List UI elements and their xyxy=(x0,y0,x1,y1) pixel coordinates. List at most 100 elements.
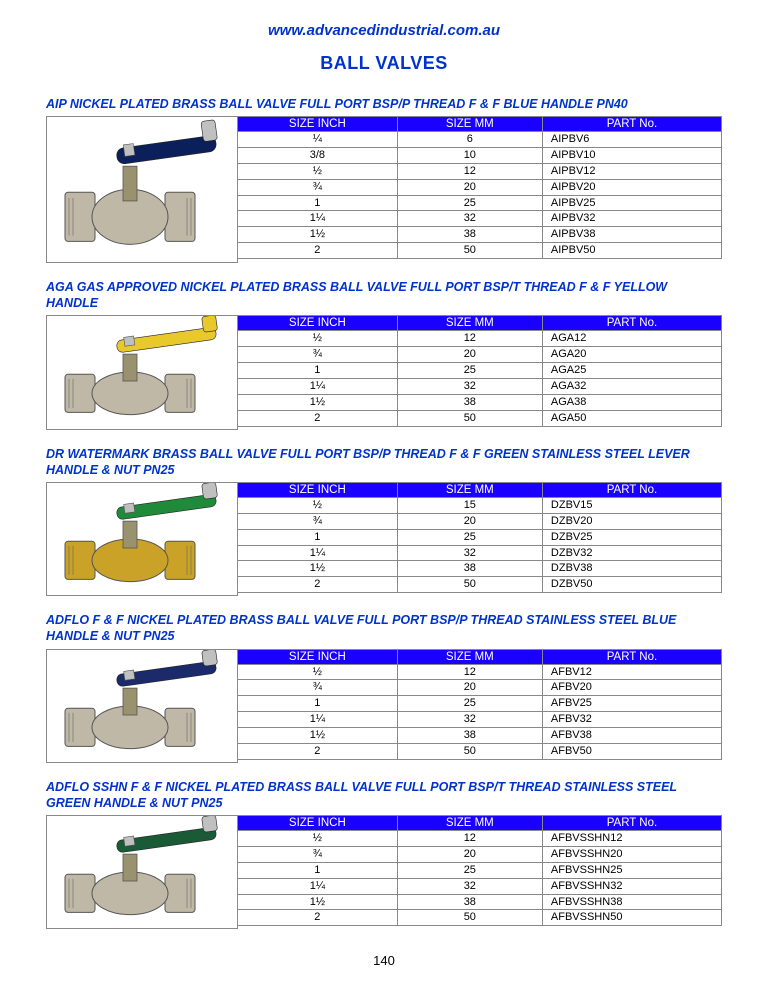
col-header: SIZE MM xyxy=(397,483,542,498)
col-header: SIZE MM xyxy=(397,649,542,664)
product-section: ADFLO SSHN F & F NICKEL PLATED BRASS BAL… xyxy=(46,779,722,930)
cell-part-no: DZBV38 xyxy=(542,561,721,577)
cell-size-mm: 25 xyxy=(397,529,542,545)
col-header: SIZE INCH xyxy=(238,117,398,132)
table-row: 125AIPBV25 xyxy=(238,195,722,211)
col-header: SIZE INCH xyxy=(238,816,398,831)
cell-size-inch: 1½ xyxy=(238,561,398,577)
cell-size-inch: ½ xyxy=(238,498,398,514)
cell-part-no: DZBV50 xyxy=(542,577,721,593)
cell-size-mm: 50 xyxy=(397,910,542,926)
cell-part-no: DZBV15 xyxy=(542,498,721,514)
cell-part-no: DZBV20 xyxy=(542,513,721,529)
product-section: ADFLO F & F NICKEL PLATED BRASS BALL VAL… xyxy=(46,612,722,763)
cell-part-no: AIPBV10 xyxy=(542,148,721,164)
cell-part-no: AFBV32 xyxy=(542,712,721,728)
product-row: SIZE INCHSIZE MMPART No.½12AFBVSSHN12¾20… xyxy=(46,815,722,929)
cell-part-no: DZBV32 xyxy=(542,545,721,561)
cell-size-mm: 25 xyxy=(397,862,542,878)
table-row: 1½38AFBVSSHN38 xyxy=(238,894,722,910)
table-row: ½12AGA12 xyxy=(238,331,722,347)
cell-size-mm: 12 xyxy=(397,664,542,680)
cell-size-inch: ¾ xyxy=(238,179,398,195)
cell-size-mm: 12 xyxy=(397,831,542,847)
spec-table: SIZE INCHSIZE MMPART No.½12AGA12¾20AGA20… xyxy=(237,315,722,426)
cell-part-no: AIPBV38 xyxy=(542,227,721,243)
cell-part-no: AFBV12 xyxy=(542,664,721,680)
cell-size-inch: 1 xyxy=(238,696,398,712)
col-header: SIZE MM xyxy=(397,316,542,331)
product-row: SIZE INCHSIZE MMPART No.¼6AIPBV63/810AIP… xyxy=(46,116,722,263)
cell-size-inch: ½ xyxy=(238,331,398,347)
table-row: 1¼32DZBV32 xyxy=(238,545,722,561)
table-row: 1¼32AFBVSSHN32 xyxy=(238,878,722,894)
table-row: ½12AFBV12 xyxy=(238,664,722,680)
cell-part-no: AIPBV50 xyxy=(542,243,721,259)
cell-size-mm: 32 xyxy=(397,378,542,394)
col-header: PART No. xyxy=(542,483,721,498)
cell-part-no: AGA12 xyxy=(542,331,721,347)
product-image xyxy=(46,649,238,763)
product-image xyxy=(46,315,238,429)
cell-size-mm: 50 xyxy=(397,410,542,426)
cell-size-mm: 15 xyxy=(397,498,542,514)
cell-part-no: AFBVSSHN12 xyxy=(542,831,721,847)
spec-table: SIZE INCHSIZE MMPART No.½12AFBV12¾20AFBV… xyxy=(237,649,722,760)
col-header: SIZE MM xyxy=(397,816,542,831)
cell-size-mm: 38 xyxy=(397,894,542,910)
cell-size-mm: 6 xyxy=(397,132,542,148)
cell-size-inch: ½ xyxy=(238,831,398,847)
site-url[interactable]: www.advancedindustrial.com.au xyxy=(46,22,722,39)
cell-size-inch: 1½ xyxy=(238,894,398,910)
cell-part-no: AIPBV32 xyxy=(542,211,721,227)
cell-size-inch: ¼ xyxy=(238,132,398,148)
cell-size-inch: 1¼ xyxy=(238,878,398,894)
cell-part-no: AFBVSSHN32 xyxy=(542,878,721,894)
table-row: 125DZBV25 xyxy=(238,529,722,545)
cell-size-mm: 25 xyxy=(397,696,542,712)
cell-part-no: AFBVSSHN20 xyxy=(542,847,721,863)
table-row: 250AFBV50 xyxy=(238,743,722,759)
cell-part-no: AIPBV25 xyxy=(542,195,721,211)
product-image xyxy=(46,116,238,263)
table-row: ½12AFBVSSHN12 xyxy=(238,831,722,847)
table-row: ¾20AFBV20 xyxy=(238,680,722,696)
table-row: 1½38AFBV38 xyxy=(238,728,722,744)
section-title: AGA GAS APPROVED NICKEL PLATED BRASS BAL… xyxy=(46,279,722,312)
col-header: PART No. xyxy=(542,316,721,331)
cell-size-inch: 1 xyxy=(238,195,398,211)
cell-part-no: AIPBV20 xyxy=(542,179,721,195)
cell-size-inch: ½ xyxy=(238,163,398,179)
cell-part-no: AFBV25 xyxy=(542,696,721,712)
cell-size-mm: 20 xyxy=(397,347,542,363)
cell-part-no: AFBVSSHN50 xyxy=(542,910,721,926)
cell-size-inch: ¾ xyxy=(238,680,398,696)
cell-size-inch: ¾ xyxy=(238,347,398,363)
table-row: 125AFBVSSHN25 xyxy=(238,862,722,878)
cell-size-inch: 3/8 xyxy=(238,148,398,164)
table-row: 250AFBVSSHN50 xyxy=(238,910,722,926)
cell-size-mm: 38 xyxy=(397,728,542,744)
cell-size-inch: 1¼ xyxy=(238,378,398,394)
col-header: PART No. xyxy=(542,816,721,831)
table-row: 250AIPBV50 xyxy=(238,243,722,259)
cell-part-no: AFBVSSHN38 xyxy=(542,894,721,910)
cell-size-mm: 38 xyxy=(397,227,542,243)
cell-size-mm: 10 xyxy=(397,148,542,164)
spec-table: SIZE INCHSIZE MMPART No.½15DZBV15¾20DZBV… xyxy=(237,482,722,593)
table-row: 1¼32AGA32 xyxy=(238,378,722,394)
cell-size-mm: 25 xyxy=(397,363,542,379)
spec-table: SIZE INCHSIZE MMPART No.¼6AIPBV63/810AIP… xyxy=(237,116,722,259)
table-row: 1½38AGA38 xyxy=(238,394,722,410)
product-section: AIP NICKEL PLATED BRASS BALL VALVE FULL … xyxy=(46,96,722,263)
cell-size-mm: 50 xyxy=(397,243,542,259)
cell-size-inch: 1¼ xyxy=(238,545,398,561)
cell-size-mm: 38 xyxy=(397,394,542,410)
cell-part-no: DZBV25 xyxy=(542,529,721,545)
cell-size-mm: 20 xyxy=(397,847,542,863)
cell-size-inch: ¾ xyxy=(238,847,398,863)
cell-size-mm: 20 xyxy=(397,680,542,696)
col-header: SIZE INCH xyxy=(238,483,398,498)
cell-size-inch: 2 xyxy=(238,410,398,426)
col-header: SIZE INCH xyxy=(238,649,398,664)
